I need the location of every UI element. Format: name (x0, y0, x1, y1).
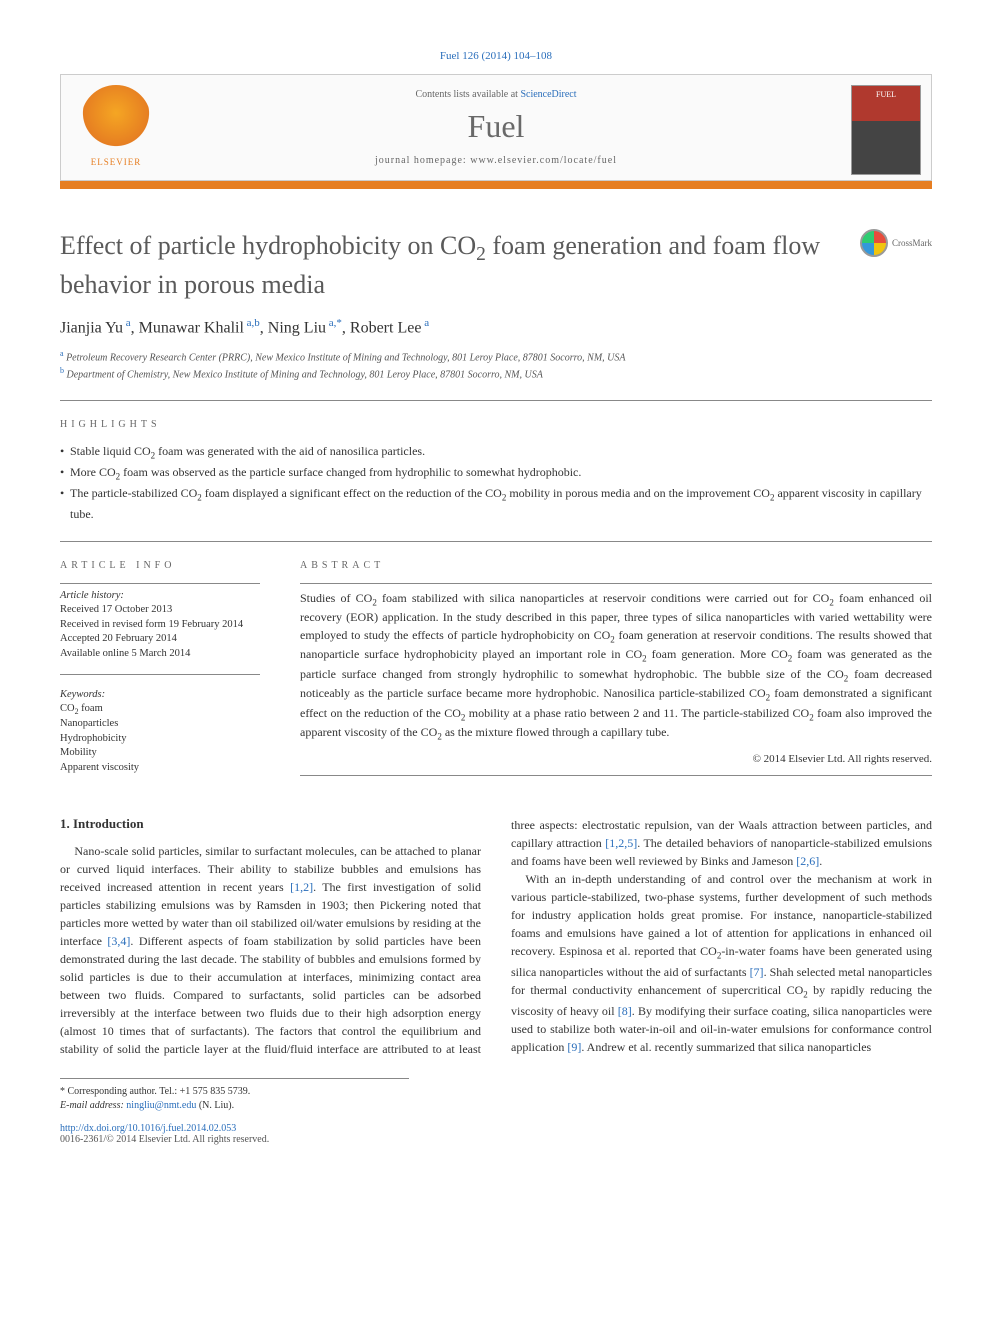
author-email[interactable]: ningliu@nmt.edu (126, 1100, 196, 1111)
journal-homepage: journal homepage: www.elsevier.com/locat… (181, 155, 811, 166)
journal-header: ELSEVIER FUEL Contents lists available a… (60, 74, 932, 181)
journal-reference: Fuel 126 (2014) 104–108 (60, 50, 932, 62)
corresponding-author-footnote: * Corresponding author. Tel.: +1 575 835… (60, 1078, 409, 1113)
highlights-list: Stable liquid CO2 foam was generated wit… (60, 442, 932, 523)
crossmark-icon (860, 229, 888, 257)
affiliation-b: b Department of Chemistry, New Mexico In… (60, 365, 932, 382)
affiliation-a: a Petroleum Recovery Research Center (PR… (60, 348, 932, 365)
highlight-item: More CO2 foam was observed as the partic… (60, 463, 932, 484)
homepage-url[interactable]: www.elsevier.com/locate/fuel (470, 155, 617, 166)
intro-paragraph: With an in-depth understanding of and co… (511, 870, 932, 1056)
article-title: Effect of particle hydrophobicity on CO2… (60, 229, 832, 301)
journal-cover-thumbnail: FUEL (851, 85, 921, 175)
accent-bar (60, 181, 932, 189)
journal-name: Fuel (181, 108, 811, 145)
sciencedirect-link[interactable]: ScienceDirect (520, 89, 576, 100)
doi-link[interactable]: http://dx.doi.org/10.1016/j.fuel.2014.02… (60, 1123, 932, 1134)
highlight-item: Stable liquid CO2 foam was generated wit… (60, 442, 932, 463)
issn-copyright: 0016-2361/© 2014 Elsevier Ltd. All right… (60, 1134, 932, 1145)
affiliations: a Petroleum Recovery Research Center (PR… (60, 348, 932, 383)
body-text: 1. Introduction Nano-scale solid particl… (60, 816, 932, 1058)
abstract-text: Studies of CO2 foam stabilized with sili… (300, 590, 932, 743)
abstract-copyright: © 2014 Elsevier Ltd. All rights reserved… (300, 753, 932, 765)
author-list: Jianjia Yu a, Munawar Khalil a,b, Ning L… (60, 317, 932, 337)
crossmark-badge[interactable]: CrossMark (860, 229, 932, 257)
elsevier-logo: ELSEVIER (71, 85, 161, 185)
contents-available-line: Contents lists available at ScienceDirec… (181, 89, 811, 100)
abstract-column: ABSTRACT Studies of CO2 foam stabilized … (300, 560, 932, 776)
highlights-label: HIGHLIGHTS (60, 419, 932, 430)
intro-heading: 1. Introduction (60, 816, 481, 832)
article-info-column: ARTICLE INFO Article history: Received 1… (60, 560, 260, 776)
highlight-item: The particle-stabilized CO2 foam display… (60, 484, 932, 523)
